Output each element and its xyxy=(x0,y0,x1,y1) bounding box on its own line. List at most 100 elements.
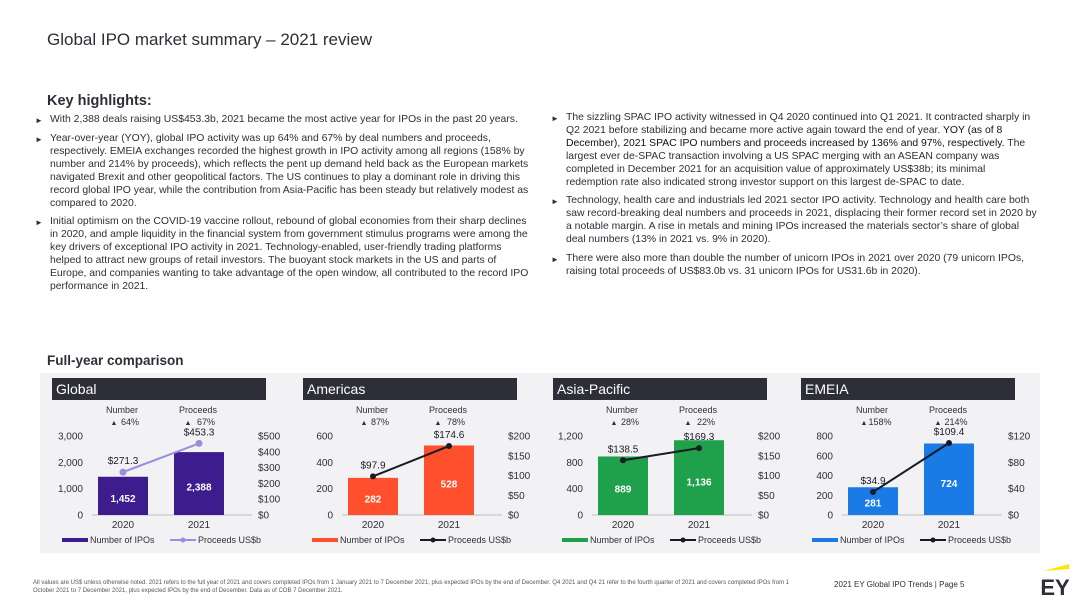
right-axis-tick-label: $500 xyxy=(258,432,281,443)
x-axis-category-label: 2021 xyxy=(438,520,461,531)
highlight-text: The sizzling SPAC IPO activity witnessed… xyxy=(566,112,1039,189)
proceeds-point xyxy=(446,443,452,450)
up-triangle-icon: ▲ xyxy=(111,420,118,427)
right-axis-tick-label: $150 xyxy=(508,451,531,462)
number-header-label: Number xyxy=(606,405,638,415)
highlight-text: With 2,388 deals raising US$453.3b, 2021… xyxy=(50,114,518,125)
right-axis-tick-label: $80 xyxy=(1008,458,1025,469)
number-change-label: 28% xyxy=(621,417,639,427)
proceeds-change-label: 22% xyxy=(697,417,715,427)
left-axis-tick-label: 3,000 xyxy=(58,432,83,443)
highlights-left-column: ► With 2,388 deals raising US$453.3b, 20… xyxy=(35,114,535,300)
bar-value-label: 2,388 xyxy=(186,483,211,494)
right-axis-tick-label: $0 xyxy=(1008,511,1020,522)
highlight-bullet: ► There were also more than double the n… xyxy=(551,253,1039,279)
proceeds-point xyxy=(119,468,127,476)
proceeds-value-label: $453.3 xyxy=(184,427,215,438)
legend-label-proceeds: Proceeds US$b xyxy=(948,535,1011,545)
page-label: 2021 EY Global IPO Trends | Page 5 xyxy=(834,580,965,589)
x-axis-category-label: 2020 xyxy=(112,520,135,531)
bar-number-of-ipos xyxy=(424,445,474,515)
chart-asia-pacific: Number Proceeds ▲ 28% ▲ 22% 0 400 800 1,200 $0 $50 $… xyxy=(530,402,781,550)
bar-value-label: 1,452 xyxy=(110,494,135,505)
bar-number-of-ipos xyxy=(598,456,648,515)
right-axis-tick-label: $400 xyxy=(258,447,281,458)
highlight-text-part: The largest ever de-SPAC transaction inv… xyxy=(566,137,1026,188)
highlight-text: There were also more than double the num… xyxy=(566,253,1025,277)
left-axis-tick-label: 200 xyxy=(316,484,333,495)
bar-number-of-ipos xyxy=(174,452,224,515)
proceeds-point xyxy=(696,445,702,452)
up-triangle-icon: ▲ xyxy=(435,420,442,427)
left-axis-tick-label: 0 xyxy=(327,511,333,522)
left-axis-tick-label: 1,000 xyxy=(58,484,83,495)
proceeds-value-label: $34.9 xyxy=(860,476,885,487)
legend-swatch-number-of-ipos xyxy=(562,538,588,542)
left-axis-tick-label: 600 xyxy=(316,432,333,443)
left-axis-tick-label: 400 xyxy=(566,484,583,495)
highlight-bullet: ► The sizzling SPAC IPO activity witness… xyxy=(551,112,1039,189)
right-axis-tick-label: $100 xyxy=(258,495,281,506)
highlight-bullet: ► Initial optimism on the COVID-19 vacci… xyxy=(35,216,535,293)
proceeds-value-label: $109.4 xyxy=(934,427,965,438)
legend-label-proceeds: Proceeds US$b xyxy=(198,535,261,545)
right-axis-tick-label: $100 xyxy=(758,471,781,482)
proceeds-change-label: 78% xyxy=(447,417,465,427)
right-axis-tick-label: $200 xyxy=(258,479,281,490)
highlight-text: Initial optimism on the COVID-19 vaccine… xyxy=(50,216,529,292)
region-header-americas: Americas xyxy=(303,378,517,400)
region-header-global: Global xyxy=(52,378,266,400)
x-axis-category-label: 2020 xyxy=(362,520,385,531)
chart-svg: Number Proceeds▲ 64% ▲ 67%01,0002,0003,000$0… xyxy=(58,405,281,545)
number-header-label: Number xyxy=(856,405,888,415)
up-triangle-icon: ▲ xyxy=(935,420,942,427)
highlights-right-column: ► The sizzling SPAC IPO activity witness… xyxy=(551,112,1039,285)
right-axis-tick-label: $150 xyxy=(758,451,781,462)
left-axis-tick-label: 400 xyxy=(816,471,833,482)
left-axis-tick-label: 0 xyxy=(577,511,583,522)
proceeds-header-label: Proceeds xyxy=(179,405,218,415)
chart-svg: Number Proceeds▲ 87% ▲ 78%0200400600$0$50$10… xyxy=(312,405,531,545)
legend-marker-proceeds xyxy=(930,537,936,543)
proceeds-point xyxy=(370,473,376,480)
legend-label-proceeds: Proceeds US$b xyxy=(698,535,761,545)
left-axis-tick-label: 2,000 xyxy=(58,458,83,469)
bar-number-of-ipos xyxy=(674,440,724,515)
highlight-text: Technology, health care and industrials … xyxy=(566,195,1037,246)
number-header-label: Number xyxy=(106,405,138,415)
number-header-label: Number xyxy=(356,405,388,415)
triangle-bullet-icon: ► xyxy=(35,116,43,125)
bar-number-of-ipos xyxy=(98,476,148,515)
proceeds-value-label: $169.3 xyxy=(684,432,715,443)
bar-value-label: 528 xyxy=(441,480,458,491)
bar-value-label: 281 xyxy=(865,499,882,510)
region-header-emeia: EMEIA xyxy=(801,378,1015,400)
proceeds-point xyxy=(620,457,626,464)
legend-marker-proceeds xyxy=(180,537,186,543)
up-triangle-icon: ▲ xyxy=(185,420,192,427)
bar-value-label: 282 xyxy=(365,494,382,505)
key-highlights-title: Key highlights: xyxy=(47,93,152,109)
left-axis-tick-label: 800 xyxy=(566,458,583,469)
legend-label-number-of-ipos: Number of IPOs xyxy=(90,535,155,545)
proceeds-value-label: $97.9 xyxy=(360,460,385,471)
bar-value-label: 889 xyxy=(615,485,632,496)
proceeds-value-label: $271.3 xyxy=(108,456,139,467)
highlight-text-part: The sizzling SPAC IPO activity witnessed… xyxy=(566,112,1031,136)
left-axis-tick-label: 0 xyxy=(77,511,83,522)
triangle-bullet-icon: ► xyxy=(35,218,43,228)
proceeds-line xyxy=(372,445,450,478)
x-axis-category-label: 2021 xyxy=(188,520,211,531)
chart-americas: Number Proceeds ▲ 87% ▲ 78% 0 200 400 600 $0 $50 $10… xyxy=(280,402,531,550)
legend-marker-proceeds xyxy=(680,537,686,543)
legend-label-proceeds: Proceeds US$b xyxy=(448,535,511,545)
right-axis-tick-label: $50 xyxy=(758,491,775,502)
right-axis-tick-label: $120 xyxy=(1008,432,1031,443)
chart-emeia: Number Proceeds ▲ 158% ▲ 214% 0 200 400 600 800 $0 $… xyxy=(780,402,1031,550)
right-axis-tick-label: $200 xyxy=(508,432,531,443)
number-change-label: 87% xyxy=(371,417,389,427)
legend-swatch-number-of-ipos xyxy=(62,538,88,542)
number-change-label: 64% xyxy=(121,417,139,427)
proceeds-point xyxy=(870,489,876,496)
left-axis-tick-label: 0 xyxy=(827,511,833,522)
